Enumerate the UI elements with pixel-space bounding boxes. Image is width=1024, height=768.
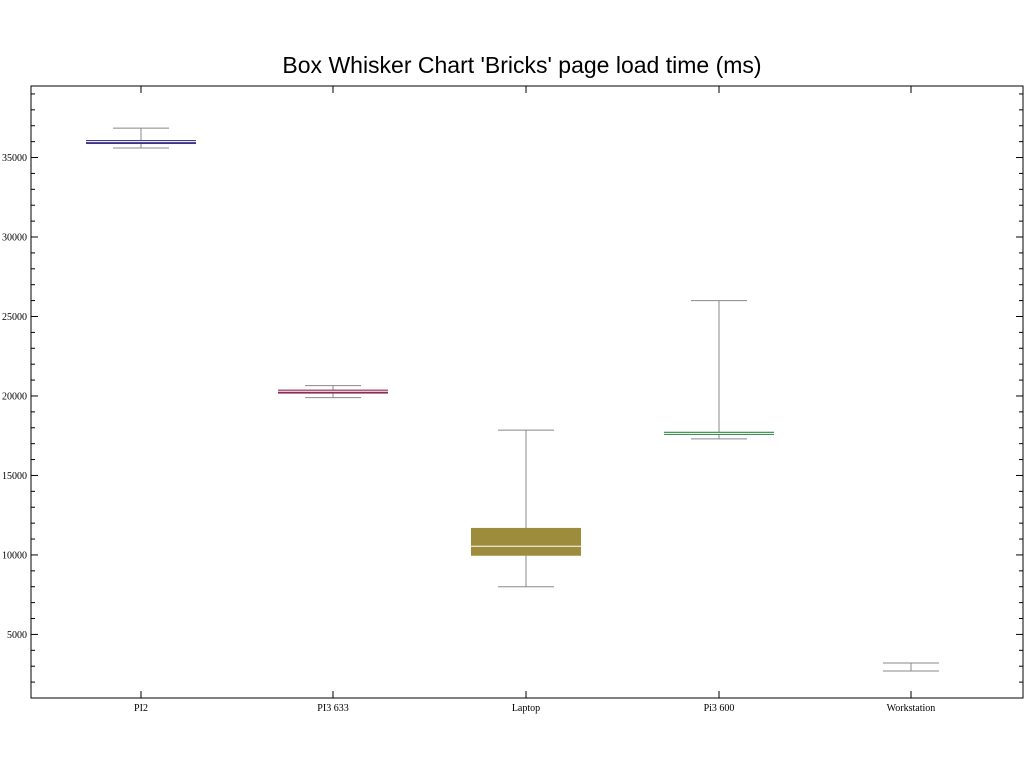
axis-labels: 5000 10000 15000 20000 25000 30000 35000 PI2 PI3… — [2, 153, 935, 714]
box-pi3-633 — [278, 385, 388, 399]
plot-frame — [30, 85, 1024, 699]
x-category-label: Pi3 600 — [704, 703, 735, 714]
x-category-label: Laptop — [512, 703, 540, 714]
box-workstation — [883, 662, 939, 672]
box-series — [86, 127, 939, 672]
y-tick-label: 5000 — [7, 630, 27, 641]
y-tick-label: 20000 — [2, 391, 27, 402]
y-tick-label: 10000 — [2, 550, 27, 561]
box-pi3-600 — [664, 300, 774, 440]
box-iqr — [471, 527, 581, 556]
box-pi2 — [86, 127, 196, 149]
x-category-label: Workstation — [887, 703, 936, 714]
y-tick-label: 15000 — [2, 471, 27, 482]
chart-title: Box Whisker Chart 'Bricks' page load tim… — [282, 52, 761, 78]
x-category-label: PI2 — [134, 703, 148, 714]
y-tick-label: 25000 — [2, 312, 27, 323]
axis-ticks — [31, 86, 1023, 699]
y-tick-label: 30000 — [2, 233, 27, 244]
box-laptop — [471, 429, 581, 588]
y-tick-label: 35000 — [2, 153, 27, 164]
x-category-label: PI3 633 — [317, 703, 348, 714]
